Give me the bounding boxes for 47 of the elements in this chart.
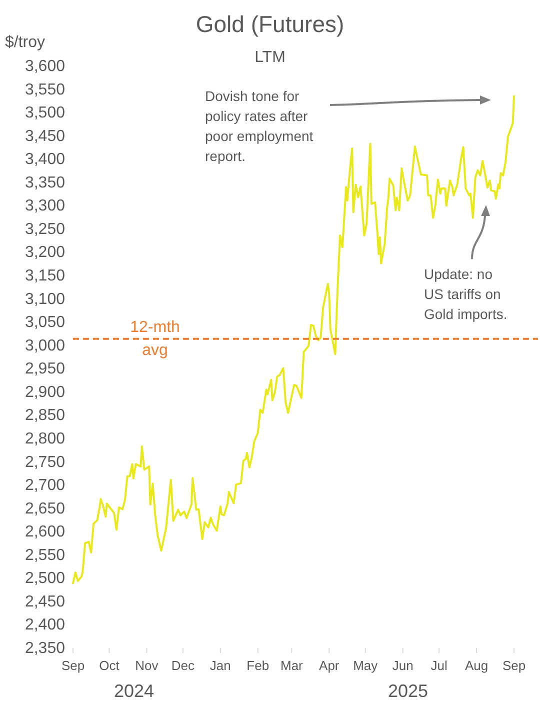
x-tick-label: May bbox=[353, 658, 378, 673]
y-tick-label: 2,900 bbox=[24, 384, 66, 401]
x-tick-label: Sep bbox=[502, 658, 526, 673]
y-tick-label: 2,350 bbox=[24, 640, 66, 657]
x-tick-label: Apr bbox=[319, 658, 340, 673]
x-tick-label: Sep bbox=[61, 658, 85, 673]
y-tick-label: 2,550 bbox=[24, 546, 66, 564]
y-tick-label: 3,100 bbox=[24, 290, 66, 308]
x-tick-label: Jun bbox=[392, 658, 414, 673]
y-tick-label: 3,550 bbox=[24, 81, 66, 98]
ref-line-label: 12-mth avg bbox=[130, 318, 180, 359]
y-tick-label: 2,650 bbox=[24, 500, 66, 518]
text: 2024 bbox=[114, 681, 154, 701]
y-tick-label: 3,600 bbox=[24, 58, 66, 75]
y-tick-label: 3,450 bbox=[24, 128, 66, 145]
text: 2025 bbox=[388, 681, 428, 701]
y-tick-label: 3,300 bbox=[24, 198, 66, 215]
y-tick-label: 2,800 bbox=[24, 430, 66, 448]
annotation: Update: no US tariffs on Gold imports. bbox=[424, 266, 508, 322]
x-tick-label: Feb bbox=[246, 658, 270, 673]
y-tick-label: 2,950 bbox=[24, 360, 66, 378]
chart-title: Gold (Futures) bbox=[196, 11, 344, 37]
y-tick-label: 2,600 bbox=[24, 524, 66, 541]
x-tick-label: Nov bbox=[135, 658, 159, 673]
y-axis-title: $/troy bbox=[5, 34, 46, 51]
chart-subtitle: LTM bbox=[254, 49, 286, 66]
y-tick-label: 3,350 bbox=[24, 174, 66, 192]
y-tick-label: 2,450 bbox=[24, 593, 66, 610]
x-tick-label: Aug bbox=[464, 658, 488, 673]
y-tick-label: 3,200 bbox=[24, 244, 66, 262]
y-tick-label: 2,750 bbox=[24, 454, 66, 471]
x-tick-label: Dec bbox=[171, 658, 196, 673]
x-tick-label: Jul bbox=[430, 658, 448, 673]
y-tick-label: 3,500 bbox=[24, 104, 66, 122]
y-tick-label: 2,400 bbox=[24, 616, 66, 634]
y-tick-label: 3,000 bbox=[24, 337, 66, 354]
annotation: Dovish tone for policy rates after poor employment report. bbox=[205, 88, 314, 164]
x-tick-label: Jan bbox=[210, 658, 231, 673]
y-tick-label: 2,700 bbox=[24, 477, 66, 494]
y-tick-label: 3,400 bbox=[24, 151, 66, 168]
y-tick-label: 2,500 bbox=[24, 570, 66, 588]
y-tick-label: 3,050 bbox=[24, 314, 66, 332]
x-tick-label: Mar bbox=[280, 658, 304, 673]
y-tick-label: 3,150 bbox=[24, 268, 66, 285]
y-tick-label: 3,250 bbox=[24, 220, 66, 238]
y-tick-label: 2,850 bbox=[24, 407, 66, 424]
x-tick-label: Oct bbox=[99, 658, 120, 673]
